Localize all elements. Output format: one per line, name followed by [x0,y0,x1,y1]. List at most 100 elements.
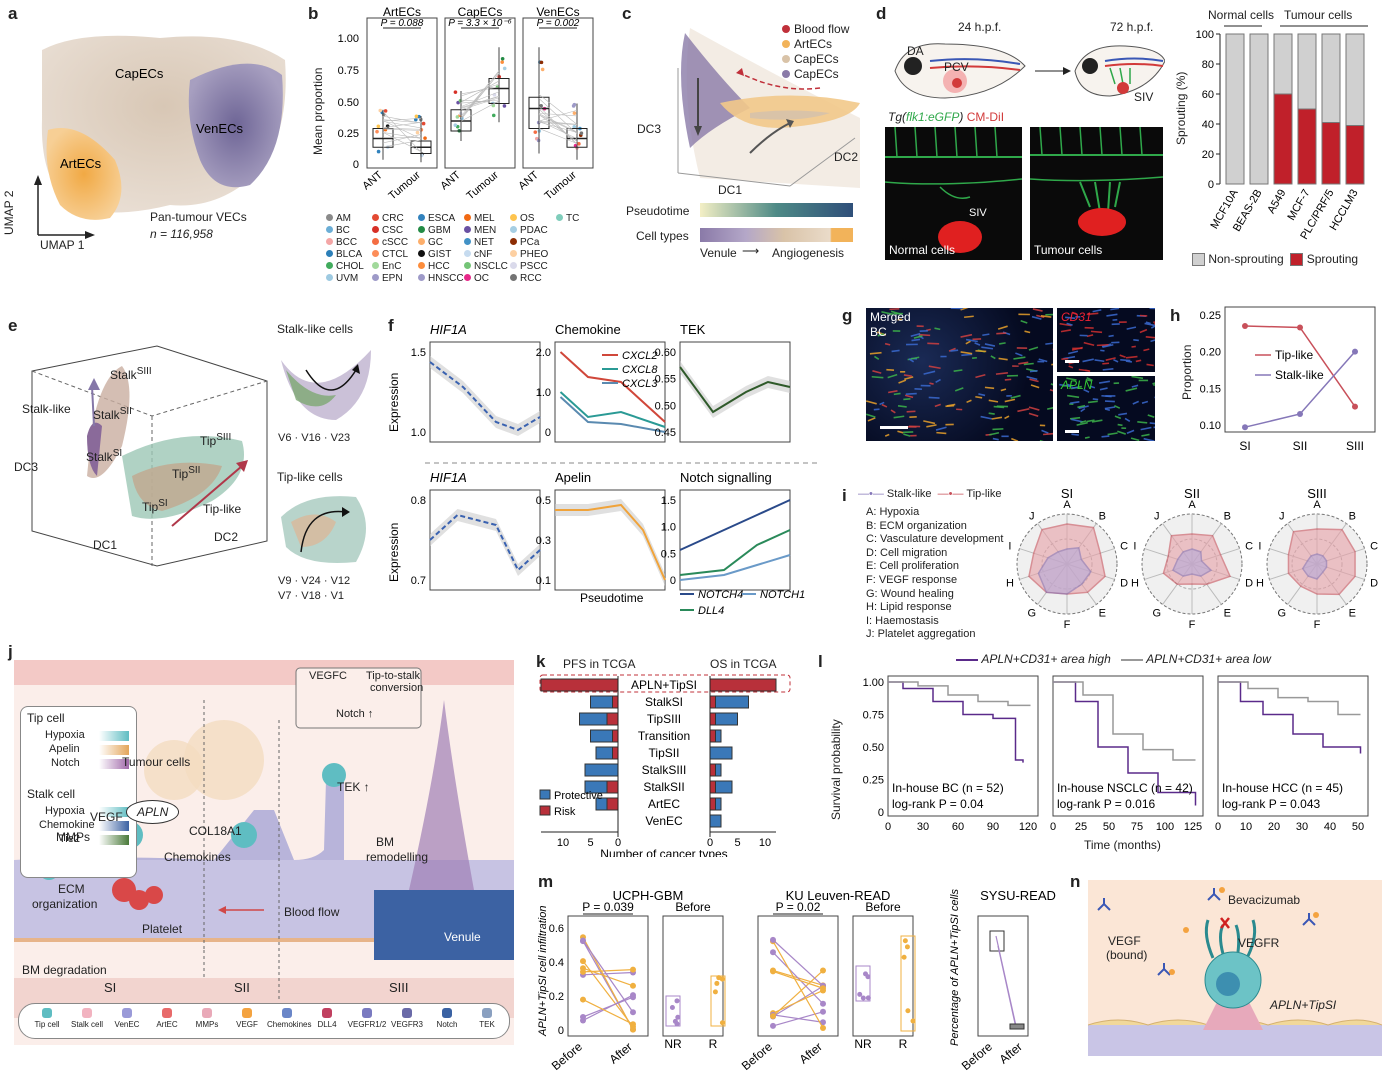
radar-charts: SIABCDEFGHIJSIIABCDEFGHIJSIIIABCDEFGHIJ [1005,484,1387,629]
i-legend: —•— Stalk-like —•— Tip-like [858,488,1001,500]
b-xtick: Tumour [386,169,423,203]
svg-text:10: 10 [557,837,569,849]
i-term: E: Cell proliferation [866,560,1003,574]
legend-item: PSCC [510,261,548,272]
km-high [1218,682,1361,754]
label-stalk-siii: StalkSIII [110,366,152,382]
pfs-protective-bar [591,730,613,742]
bar-nonsprouting [1322,34,1340,123]
pfs-protective-bar [580,713,608,725]
km-cohort: In-house HCC (n = 45) [1222,781,1343,795]
schematic-j: Tip cell Hypoxia Apelin Notch Stalk cell… [14,660,514,1045]
svg-text:R: R [899,1037,908,1051]
legend-item: UVM [326,273,358,284]
chemokine-legend: CXCL8 [622,364,658,376]
svg-text:NR: NR [664,1037,682,1051]
chemokine-legend: CXCL3 [622,378,658,390]
svg-text:A: A [1313,499,1321,511]
e-dc3: DC3 [14,460,38,474]
key-item: Notch [427,1008,467,1029]
os-risk-bar [710,764,716,776]
svg-text:Before: Before [549,1039,585,1073]
umap2-label: UMAP 2 [2,175,16,235]
bar-sprouting [1298,109,1316,184]
svg-text:1.00: 1.00 [338,33,359,45]
legend-item: NET [464,237,494,248]
svg-text:Protective: Protective [554,790,603,802]
svg-text:0: 0 [878,807,884,819]
svg-text:40: 40 [1324,821,1336,833]
svg-text:0.3: 0.3 [536,535,551,547]
label-tip-sii: TipSII [172,465,200,481]
l-ylabel: Survival probability [829,690,843,820]
svg-text:G: G [1027,608,1036,620]
pfs-protective-bar [591,696,613,708]
notch-legend: NOTCH4 [698,589,743,601]
svg-text:E: E [1349,608,1356,620]
label-stalk-si: StalkSI [86,448,122,464]
svg-text:SIII: SIII [1346,439,1364,453]
m-title: SYSU-READ [980,888,1056,903]
os-protective-bar [716,730,722,742]
k-row-label: Transition [638,729,690,743]
os-protective-bar [716,713,738,725]
m-ylabel2: Percentage of APLN+TipSI cells [949,889,961,1046]
stalk-like-label: Stalk-like [22,402,71,416]
legend-item: BLCA [326,249,362,260]
notch-legend: DLL4 [698,605,724,617]
panel-label-h: h [1170,306,1180,326]
stage-siii: SIII [389,980,409,995]
normal-cells-image: SIV Normal cells [885,127,1022,260]
angiogenesis-label: Angiogenesis [772,246,844,260]
svg-text:J: J [1279,510,1285,522]
km-survival-curves: 1.000.750.500.2500 30 60 90 120In-house BC (… [848,670,1378,855]
legend-item: cSCC [372,237,408,248]
svg-text:P = 0.02: P = 0.02 [776,900,821,914]
svg-text:5: 5 [734,837,740,849]
svg-text:0.4: 0.4 [549,957,564,969]
apln-image: APLN [1057,376,1155,441]
e-dc2: DC2 [214,530,238,544]
svg-text:0.55: 0.55 [655,374,676,386]
merged-image: Merged BC [866,308,1053,441]
bar-nonsprouting [1274,34,1292,94]
f-curve [680,555,790,580]
d-legend: Non-sprouting Sprouting [1192,252,1358,266]
sprouting-bar-chart: 020406080100MCF10ABEAS-2B A549MCF-7PLC/PR… [1190,24,1380,254]
label-tip-siii: TipSIII [200,432,231,448]
svg-text:Before: Before [959,1039,995,1073]
c-dc2: DC2 [834,150,858,164]
svg-text:G: G [1277,608,1286,620]
legend-item: CRC [372,213,404,224]
svg-text:F: F [1064,619,1071,629]
svg-text:1.5: 1.5 [661,495,676,507]
svg-text:0.20: 0.20 [1200,347,1221,359]
bevacizumab-schematic: Bevacizumab VEGF (bound) VEGFR APLN+TipS… [1088,880,1382,1056]
f-curve [680,530,790,575]
svg-text:0.5: 0.5 [536,495,551,507]
bar-nonsprouting [1298,34,1316,109]
svg-text:J: J [1154,510,1160,522]
svg-text:75: 75 [1131,821,1143,833]
legend-item: RCC [510,273,542,284]
svg-text:0.7: 0.7 [411,575,426,587]
key-item: MMPs [187,1008,227,1029]
km-cohort: In-house NSCLC (n = 42) [1057,781,1193,795]
label-tip-si: TipSI [142,498,168,514]
bar-nonsprouting [1250,34,1268,184]
svg-text:100: 100 [1156,821,1174,833]
d-24hpf: 24 h.p.f. [958,20,1001,34]
panel-label-g: g [842,306,852,326]
bar-sprouting [1322,123,1340,185]
svg-text:Before: Before [675,900,711,914]
k-row-label: VenEC [645,814,683,828]
c-legend-item: CapECs [782,52,849,67]
panel-label-a: a [8,4,17,24]
legend-item: ESCA [418,213,455,224]
legend-item: TC [556,213,579,224]
pfs-risk-bar [613,730,619,742]
panel-label-j: j [8,642,13,662]
f-xlabel: Pseudotime [580,591,644,605]
b-xtick: ANT [516,169,541,193]
svg-text:Before: Before [865,900,901,914]
